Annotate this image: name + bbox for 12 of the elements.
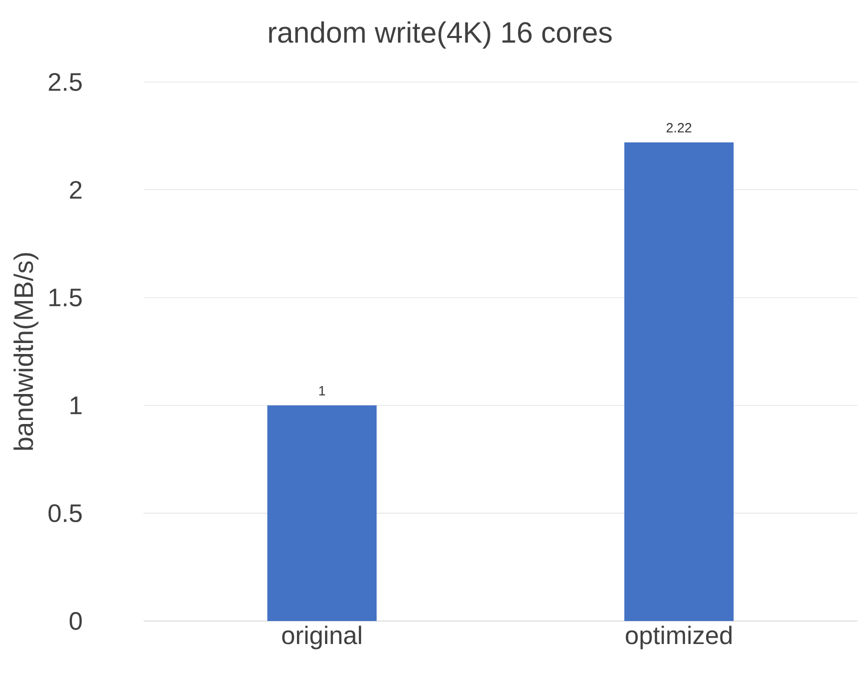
data-label: 1 [319, 386, 326, 396]
y-tick-label: 0.5 [48, 504, 82, 522]
y-tick-label: 2 [70, 180, 82, 199]
data-label: 2.22 [666, 123, 692, 132]
y-axis-title: bandwidth(MB/s) [14, 253, 38, 450]
y-tick-label: 2.5 [48, 73, 82, 91]
x-tick-label: optimized [626, 626, 732, 650]
y-tick-label: 0 [70, 612, 82, 630]
y-tick-label: 1 [70, 396, 82, 414]
chart-title: random write(4K) 16 cores [269, 21, 612, 49]
x-tick-label: original [282, 626, 362, 650]
y-tick-label: 1.5 [49, 288, 82, 306]
